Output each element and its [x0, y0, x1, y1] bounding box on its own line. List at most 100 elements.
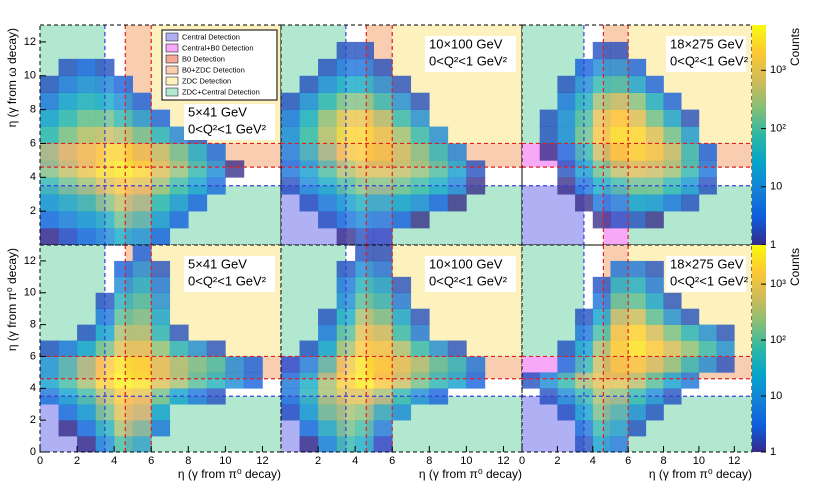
heat-cell — [318, 436, 337, 453]
colorbar-label: Counts — [788, 248, 802, 286]
heat-cell — [77, 340, 96, 357]
heat-cell — [610, 177, 629, 195]
x-tick-label: 0 — [519, 455, 525, 467]
heat-cell — [206, 143, 226, 161]
y-tick-label: 0 — [30, 446, 36, 458]
heat-cell — [355, 109, 374, 127]
heat-cell — [645, 404, 664, 421]
heat-cell — [355, 260, 374, 278]
heat-cell — [355, 292, 374, 309]
heat-cell — [410, 109, 430, 127]
heat-cell — [610, 308, 629, 325]
heat-cell — [410, 308, 430, 325]
heat-cell — [151, 308, 171, 325]
heat-cell — [355, 372, 374, 389]
heat-cell — [663, 160, 682, 178]
x-tick-label: 2 — [315, 455, 321, 467]
heat-cell — [40, 109, 59, 127]
heat-cell — [318, 143, 337, 161]
heat-cell — [77, 194, 96, 212]
heat-cell — [592, 211, 611, 229]
heat-cell — [610, 75, 629, 93]
heat-cell — [77, 388, 96, 405]
heat-cell — [373, 292, 393, 309]
heat-cell — [447, 194, 467, 212]
y-tick-label: 2 — [30, 205, 36, 217]
heat-cell — [355, 58, 374, 77]
heat-cell — [628, 143, 647, 161]
heat-cell — [151, 356, 171, 373]
heat-cell — [188, 160, 208, 178]
heat-cell — [410, 211, 430, 229]
heat-cell — [299, 92, 319, 110]
heat-cell — [336, 41, 356, 60]
heat-cell — [681, 340, 700, 357]
heat-cell — [539, 372, 558, 389]
heat-cell — [645, 177, 664, 195]
heat-cell — [716, 356, 735, 373]
heat-cell — [40, 372, 59, 389]
heat-cell — [132, 308, 152, 325]
y-tick-label: 8 — [30, 319, 36, 331]
heat-cell — [318, 340, 337, 357]
heat-cell — [698, 143, 717, 161]
heat-cell — [95, 340, 115, 357]
heat-cell — [151, 420, 171, 437]
heat-cell — [132, 194, 152, 212]
heat-cell — [592, 58, 611, 77]
heat-cell — [132, 177, 152, 195]
heat-cell — [592, 109, 611, 127]
heat-cell — [58, 143, 78, 161]
heat-cell — [299, 420, 319, 437]
heat-cell — [114, 372, 133, 389]
heat-cell — [392, 194, 412, 212]
heat-cell — [373, 75, 393, 93]
heat-cell — [681, 160, 700, 178]
heat-cell — [318, 356, 337, 373]
heat-cell — [299, 194, 319, 212]
heat-cell — [681, 194, 700, 212]
y-axis-label: η (γ from π⁰ decay) — [5, 248, 19, 351]
heat-cell — [645, 356, 664, 373]
heat-cell — [151, 372, 171, 389]
legend-box — [161, 29, 278, 101]
heat-cell — [610, 126, 629, 144]
heat-cell — [77, 420, 96, 437]
heat-cell — [151, 324, 171, 341]
heat-cell — [373, 356, 393, 373]
annotation: 0<Q²<1 GeV² — [670, 53, 749, 68]
heat-cell — [169, 356, 189, 373]
heat-cell — [663, 126, 682, 144]
heat-cell — [628, 276, 647, 294]
heat-cell — [557, 160, 576, 178]
legend-swatch — [165, 65, 179, 75]
heat-cell — [132, 92, 152, 110]
annotation: 5×41 GeV — [188, 256, 247, 271]
heat-cell — [628, 75, 647, 93]
heat-cell — [318, 211, 337, 229]
heat-cell — [299, 388, 319, 405]
heat-cell — [40, 92, 59, 110]
heat-cell — [557, 143, 576, 161]
heat-cell — [663, 372, 682, 389]
heat-cell — [355, 92, 374, 110]
x-tick-label: 8 — [426, 455, 432, 467]
heat-cell — [592, 404, 611, 421]
heat-cell — [318, 160, 337, 178]
heat-cell — [132, 372, 152, 389]
annotation: 0<Q²<1 GeV² — [670, 273, 749, 288]
heat-cell — [466, 177, 486, 195]
heat-cell — [410, 143, 430, 161]
heat-cell — [299, 126, 319, 144]
legend-label: Central+B0 Detection — [182, 43, 254, 52]
heat-cell — [628, 292, 647, 309]
heat-cell — [132, 340, 152, 357]
heat-cell — [132, 245, 152, 262]
heat-cell — [645, 340, 664, 357]
heat-cell — [392, 211, 412, 229]
annotation-box — [425, 36, 516, 72]
heat-cell — [645, 194, 664, 212]
heat-cell — [373, 340, 393, 357]
heat-cell — [663, 356, 682, 373]
